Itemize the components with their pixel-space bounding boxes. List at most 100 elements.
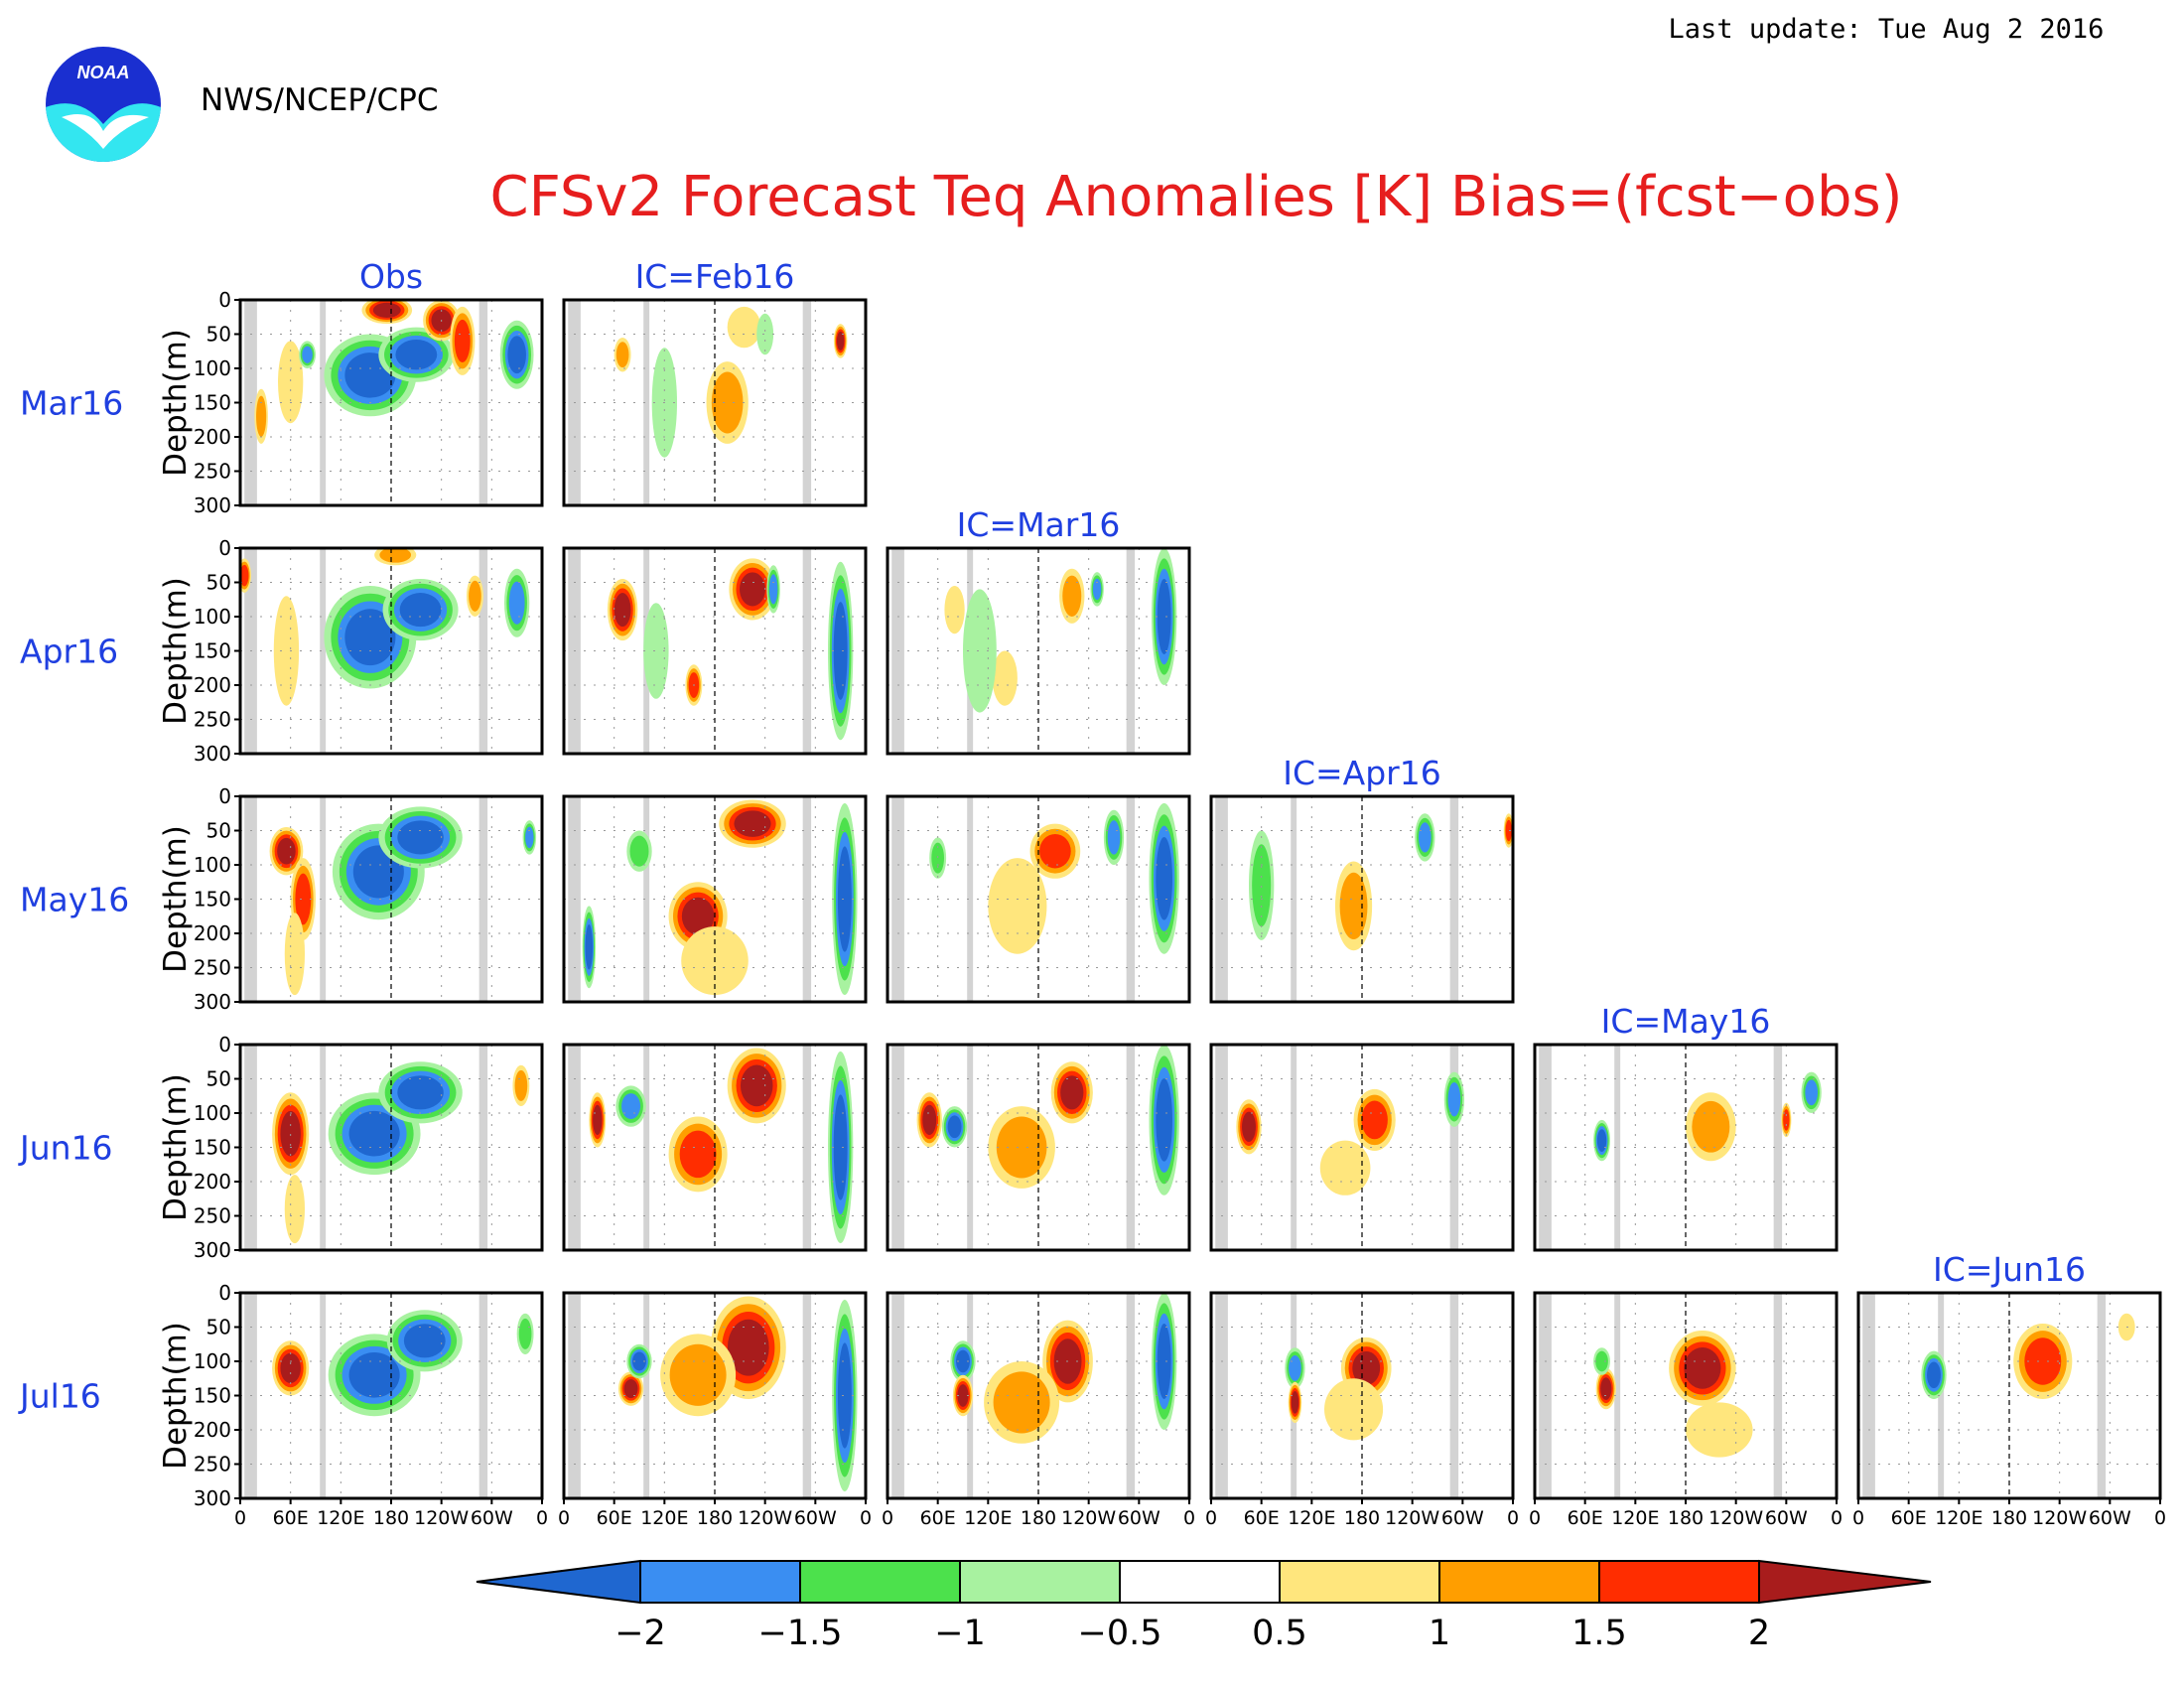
colorbar-label: −2 [614, 1614, 666, 1653]
anomaly-contour [1686, 1402, 1753, 1458]
colorbar-label: −1 [934, 1614, 986, 1653]
anomaly-contour [739, 572, 766, 607]
land-mask [478, 548, 488, 754]
x-tick-label: 0 [1831, 1507, 1843, 1529]
panel-frame [1209, 1043, 1515, 1252]
panel: 0 60E 120E 180 120W 60W 0 [882, 1291, 1195, 1529]
panel [1533, 1043, 1839, 1252]
panel: 0 60E 120E 180 120W 60W 0 [1852, 1291, 2166, 1529]
panel-frame [562, 1043, 868, 1252]
anomaly-contour [256, 395, 267, 437]
anomaly-contour [397, 820, 444, 855]
y-tick-label: 50 [206, 323, 231, 347]
x-tick-label: 0 [558, 1507, 570, 1529]
y-tick-label: 250 [194, 956, 231, 980]
anomaly-contour [348, 1110, 400, 1157]
anomaly-contour [1927, 1361, 1941, 1389]
x-tick-label: 180 [1344, 1507, 1380, 1529]
row-label: Jun16 [18, 1129, 113, 1168]
y-tick-label: 200 [194, 1170, 231, 1194]
y-tick-label: 100 [194, 1349, 231, 1373]
colorbar-segment [1119, 1560, 1281, 1604]
anomaly-contour [1447, 1081, 1461, 1117]
x-tick-label: 180 [1668, 1507, 1704, 1529]
anomaly-contour [1107, 820, 1121, 855]
panel-frame [562, 298, 868, 507]
anomaly-contour [280, 1110, 301, 1157]
x-tick-label: 60W [794, 1507, 837, 1529]
y-tick-label: 200 [194, 921, 231, 945]
x-tick-label: 60E [273, 1507, 309, 1529]
land-mask [478, 1293, 488, 1498]
x-tick-label: 0 [1529, 1507, 1541, 1529]
x-tick-label: 120W [2032, 1507, 2087, 1529]
column-header: Obs [359, 257, 423, 296]
anomaly-contour [1157, 1324, 1171, 1399]
x-tick-label: 60E [1891, 1507, 1927, 1529]
anomaly-contour [277, 837, 296, 865]
anomaly-contour [525, 826, 534, 849]
x-tick-label: 120E [640, 1507, 688, 1529]
land-mask [1614, 1293, 1621, 1498]
y-axis-label: Depth(m) [158, 825, 194, 973]
anomaly-contour [727, 1319, 769, 1376]
anomaly-contour [1324, 1378, 1384, 1441]
y-tick-label: 300 [194, 1238, 231, 1262]
anomaly-contour [1692, 1100, 1730, 1153]
colorbar: −2 −1.5 −1 −0.5 0.5 1 1.5 2 [476, 1559, 1932, 1653]
anomaly-contour [469, 580, 481, 612]
anomaly-contour [240, 564, 249, 587]
anomaly-contour [278, 341, 304, 424]
x-tick-label: 60W [471, 1507, 513, 1529]
anomaly-contour [585, 924, 594, 970]
y-tick-label: 250 [194, 1453, 231, 1477]
y-tick-label: 50 [206, 1067, 231, 1091]
y-tick-label: 0 [218, 1033, 231, 1056]
anomaly-contour [1600, 1377, 1612, 1400]
x-tick-label: 60E [597, 1507, 632, 1529]
panel [562, 1043, 868, 1252]
anomaly-contour [1684, 1347, 1721, 1389]
panel-frame [886, 546, 1191, 756]
y-tick-label: 100 [194, 605, 231, 629]
colorbar-label: 1.5 [1571, 1614, 1627, 1653]
anomaly-contour [614, 593, 631, 628]
x-tick-label: 180 [373, 1507, 409, 1529]
anomaly-contour [514, 1069, 528, 1101]
y-tick-label: 150 [194, 391, 231, 415]
colorbar-label: 1 [1429, 1614, 1450, 1653]
x-tick-label: 60W [1118, 1507, 1160, 1529]
land-mask [643, 1293, 650, 1498]
colorbar-max-arrow [1758, 1559, 1932, 1605]
anomaly-contour [379, 548, 412, 563]
y-tick-label: 0 [218, 536, 231, 560]
anomaly-contour [1291, 1391, 1299, 1414]
anomaly-contour [1156, 837, 1173, 920]
y-tick-label: 200 [194, 425, 231, 449]
panel-frame [562, 794, 868, 1004]
row-label: Mar16 [20, 384, 123, 423]
land-mask [320, 1293, 327, 1498]
row-label: Apr16 [20, 633, 118, 671]
x-tick-label: 0 [860, 1507, 872, 1529]
anomaly-contour [1339, 872, 1368, 940]
anomaly-contour [1596, 1129, 1607, 1152]
anomaly-contour [395, 340, 438, 370]
land-mask [320, 796, 327, 1002]
land-mask [1449, 1293, 1459, 1498]
land-mask [802, 300, 812, 505]
anomaly-contour [988, 858, 1047, 954]
x-tick-label: 120W [1708, 1507, 1763, 1529]
panel-frame [1533, 1043, 1839, 1252]
y-tick-label: 250 [194, 708, 231, 732]
anomaly-contour [734, 810, 771, 837]
panel-frame [886, 794, 1191, 1004]
panel [886, 546, 1191, 756]
y-tick-label: 200 [194, 673, 231, 697]
y-tick-label: 300 [194, 742, 231, 766]
anomaly-contour [756, 313, 774, 355]
last-update-text: Last update: Tue Aug 2 2016 [1669, 14, 2105, 45]
land-mask [320, 300, 327, 505]
